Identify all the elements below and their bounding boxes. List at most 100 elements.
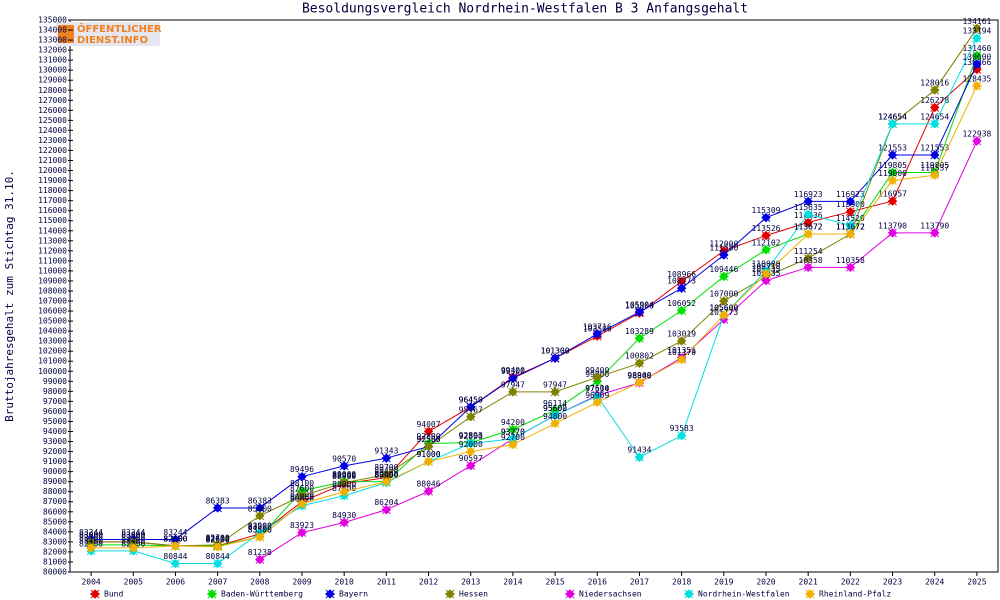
data-point (423, 426, 434, 437)
x-tick-label: 2014 (503, 578, 522, 587)
data-label: 119000 (878, 169, 907, 178)
data-label: 130600 (962, 53, 991, 62)
data-label: 83244 (121, 528, 145, 537)
legend-label: Niedersachsen (579, 590, 642, 599)
data-label: 101170 (667, 348, 696, 357)
y-tick-label: 126000 (38, 106, 67, 115)
data-label: 96450 (459, 395, 483, 404)
x-tick-label: 2009 (292, 578, 311, 587)
data-label: 88100 (290, 479, 314, 488)
data-point (676, 336, 687, 346)
data-label: 99400 (585, 366, 609, 375)
legend-marker (684, 589, 694, 599)
y-tick-label: 90000 (43, 467, 67, 476)
y-tick-label: 108000 (38, 286, 67, 295)
data-point (466, 402, 476, 412)
data-point (634, 333, 645, 343)
y-tick-label: 110000 (38, 266, 67, 275)
data-point (339, 487, 349, 497)
data-point (170, 558, 181, 569)
x-tick-label: 2004 (81, 578, 100, 587)
data-label: 113672 (794, 223, 823, 232)
data-point (887, 167, 898, 178)
data-label: 86383 (206, 496, 230, 505)
y-tick-label: 127000 (38, 96, 67, 105)
data-label: 82400 (79, 536, 103, 545)
data-label: 124654 (920, 112, 949, 121)
data-label: 92000 (459, 440, 483, 449)
data-label: 133194 (962, 27, 991, 36)
data-label: 116957 (878, 190, 907, 199)
data-label: 94800 (543, 412, 567, 421)
y-tick-label: 134000 (38, 26, 67, 35)
y-tick-label: 131000 (38, 56, 67, 65)
data-label: 105800 (625, 302, 654, 311)
data-label: 121553 (920, 143, 949, 152)
data-point (592, 329, 602, 339)
chart-title: Besoldungsvergleich Nordrhein-Westfalen … (302, 2, 748, 17)
data-point (466, 460, 476, 471)
data-point (803, 229, 813, 239)
data-label: 99300 (501, 367, 525, 376)
y-tick-label: 109000 (38, 276, 67, 285)
legend-label: Hessen (459, 590, 488, 599)
series: 83000 83000 82600 8270085600876008890089700… (79, 17, 992, 551)
data-point (676, 276, 687, 286)
y-tick-label: 125000 (38, 116, 67, 125)
data-label: 119805 (878, 161, 907, 170)
series-line (91, 85, 978, 549)
data-label: 89700 (374, 463, 398, 472)
y-tick-label: 111000 (38, 256, 67, 265)
y-tick-label: 132000 (38, 46, 67, 55)
data-label: 92500 (416, 435, 440, 444)
data-label: 101351 (667, 346, 696, 355)
data-label: 103019 (667, 329, 696, 338)
data-point (170, 534, 181, 545)
y-tick-label: 117000 (38, 196, 67, 205)
data-label: 110358 (794, 256, 823, 265)
data-label: 108273 (667, 277, 696, 286)
data-label: 82700 (206, 533, 230, 542)
data-point (845, 206, 856, 217)
data-point (972, 23, 982, 34)
y-tick-label: 101000 (38, 357, 67, 366)
y-tick-label: 122000 (38, 146, 67, 155)
data-point (297, 527, 307, 538)
data-point (550, 418, 560, 429)
data-label: 91000 (416, 450, 440, 459)
data-point (423, 441, 434, 452)
x-tick-label: 2010 (335, 578, 354, 587)
data-label: 88046 (416, 480, 440, 489)
data-label: 91000 (416, 450, 440, 459)
data-label: 103289 (625, 327, 654, 336)
data-point (592, 391, 602, 401)
y-tick-label: 116000 (38, 206, 67, 215)
y-tick-label: 92000 (43, 447, 67, 456)
series: 82400 82400 82600 8250083500868008800089000… (79, 74, 992, 553)
x-tick-label: 2021 (799, 578, 818, 587)
data-label: 83923 (290, 521, 314, 530)
x-tick-label: 2019 (714, 578, 733, 587)
y-tick-label: 99000 (43, 377, 67, 386)
y-tick-label: 84000 (43, 527, 67, 536)
data-label: 82600 (206, 534, 230, 543)
data-label: 83244 (79, 528, 103, 537)
data-label: 91434 (627, 446, 651, 455)
data-label: 105600 (709, 304, 738, 313)
data-point (255, 503, 265, 513)
y-tick-label: 130000 (38, 66, 67, 75)
x-tick-label: 2012 (419, 578, 438, 587)
data-label: 82400 (121, 536, 145, 545)
y-tick-label: 91000 (43, 457, 67, 466)
data-point (803, 209, 813, 220)
data-label: 89000 (374, 470, 398, 479)
data-label: 119805 (920, 161, 949, 170)
data-point (930, 228, 940, 238)
data-point (255, 554, 265, 565)
data-label: 101300 (541, 347, 570, 356)
data-point (719, 296, 729, 306)
data-label: 110000 (752, 259, 781, 268)
y-tick-label: 133000 (38, 36, 67, 45)
data-point (887, 150, 898, 160)
